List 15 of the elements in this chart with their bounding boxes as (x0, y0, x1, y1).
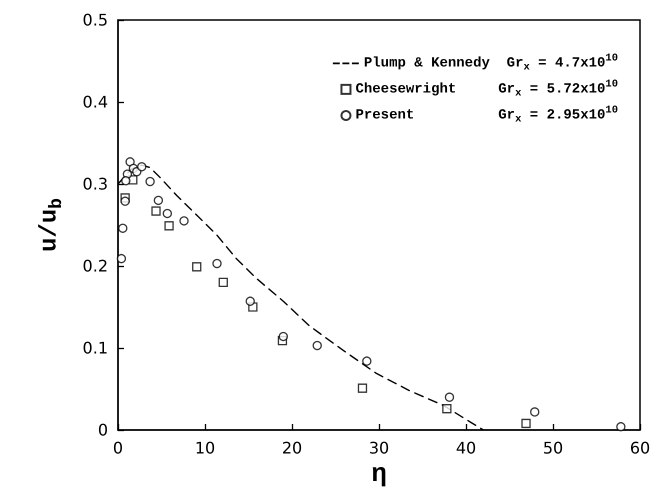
y-tick-label: 0.4 (82, 92, 108, 112)
y-tick-label: 0.5 (82, 10, 108, 30)
y-axis-title: u/ub (36, 198, 67, 252)
y-tick-label: 0.2 (82, 256, 108, 276)
x-tick-label: 40 (456, 438, 476, 458)
x-tick-label: 50 (542, 438, 564, 458)
y-tick-label: 0 (98, 420, 108, 440)
x-tick-label: 0 (112, 438, 124, 458)
x-tick-label: 10 (194, 438, 216, 458)
y-tick-label: 0.3 (82, 174, 108, 194)
x-axis-title: η (371, 458, 387, 489)
y-tick-label: 0.1 (82, 338, 108, 358)
x-tick-label: 20 (282, 438, 302, 458)
x-tick-label: 30 (368, 438, 390, 458)
x-tick-label: 60 (630, 438, 650, 458)
